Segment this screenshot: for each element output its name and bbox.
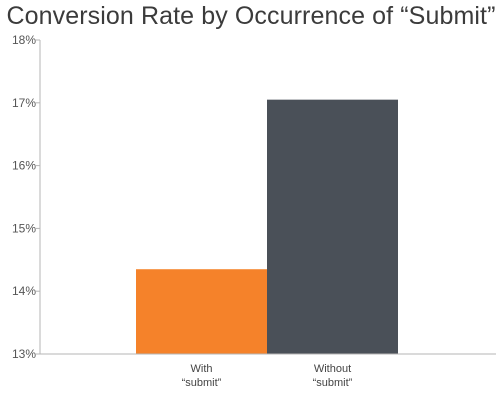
x-category-label: With <box>191 363 213 375</box>
y-tick-label: 15% <box>12 221 36 235</box>
x-category-label: “submit” <box>313 377 353 389</box>
y-tick-label: 18% <box>12 33 36 47</box>
y-tick-label: 14% <box>12 284 36 298</box>
chart-title: Conversion Rate by Occurrence of “Submit… <box>6 2 496 30</box>
bar-with-submit <box>136 269 267 354</box>
y-axis: 13% 14% 15% 16% 17% 18% <box>12 33 41 361</box>
bars <box>136 99 398 354</box>
y-tick-label: 17% <box>12 96 36 110</box>
x-axis: With “submit” Without “submit” <box>40 353 496 389</box>
x-category-label: Without <box>314 363 351 375</box>
bar-without-submit <box>267 99 398 354</box>
x-category-label: “submit” <box>182 377 222 389</box>
y-tick-label: 16% <box>12 159 36 173</box>
y-tick-label: 13% <box>12 347 36 361</box>
